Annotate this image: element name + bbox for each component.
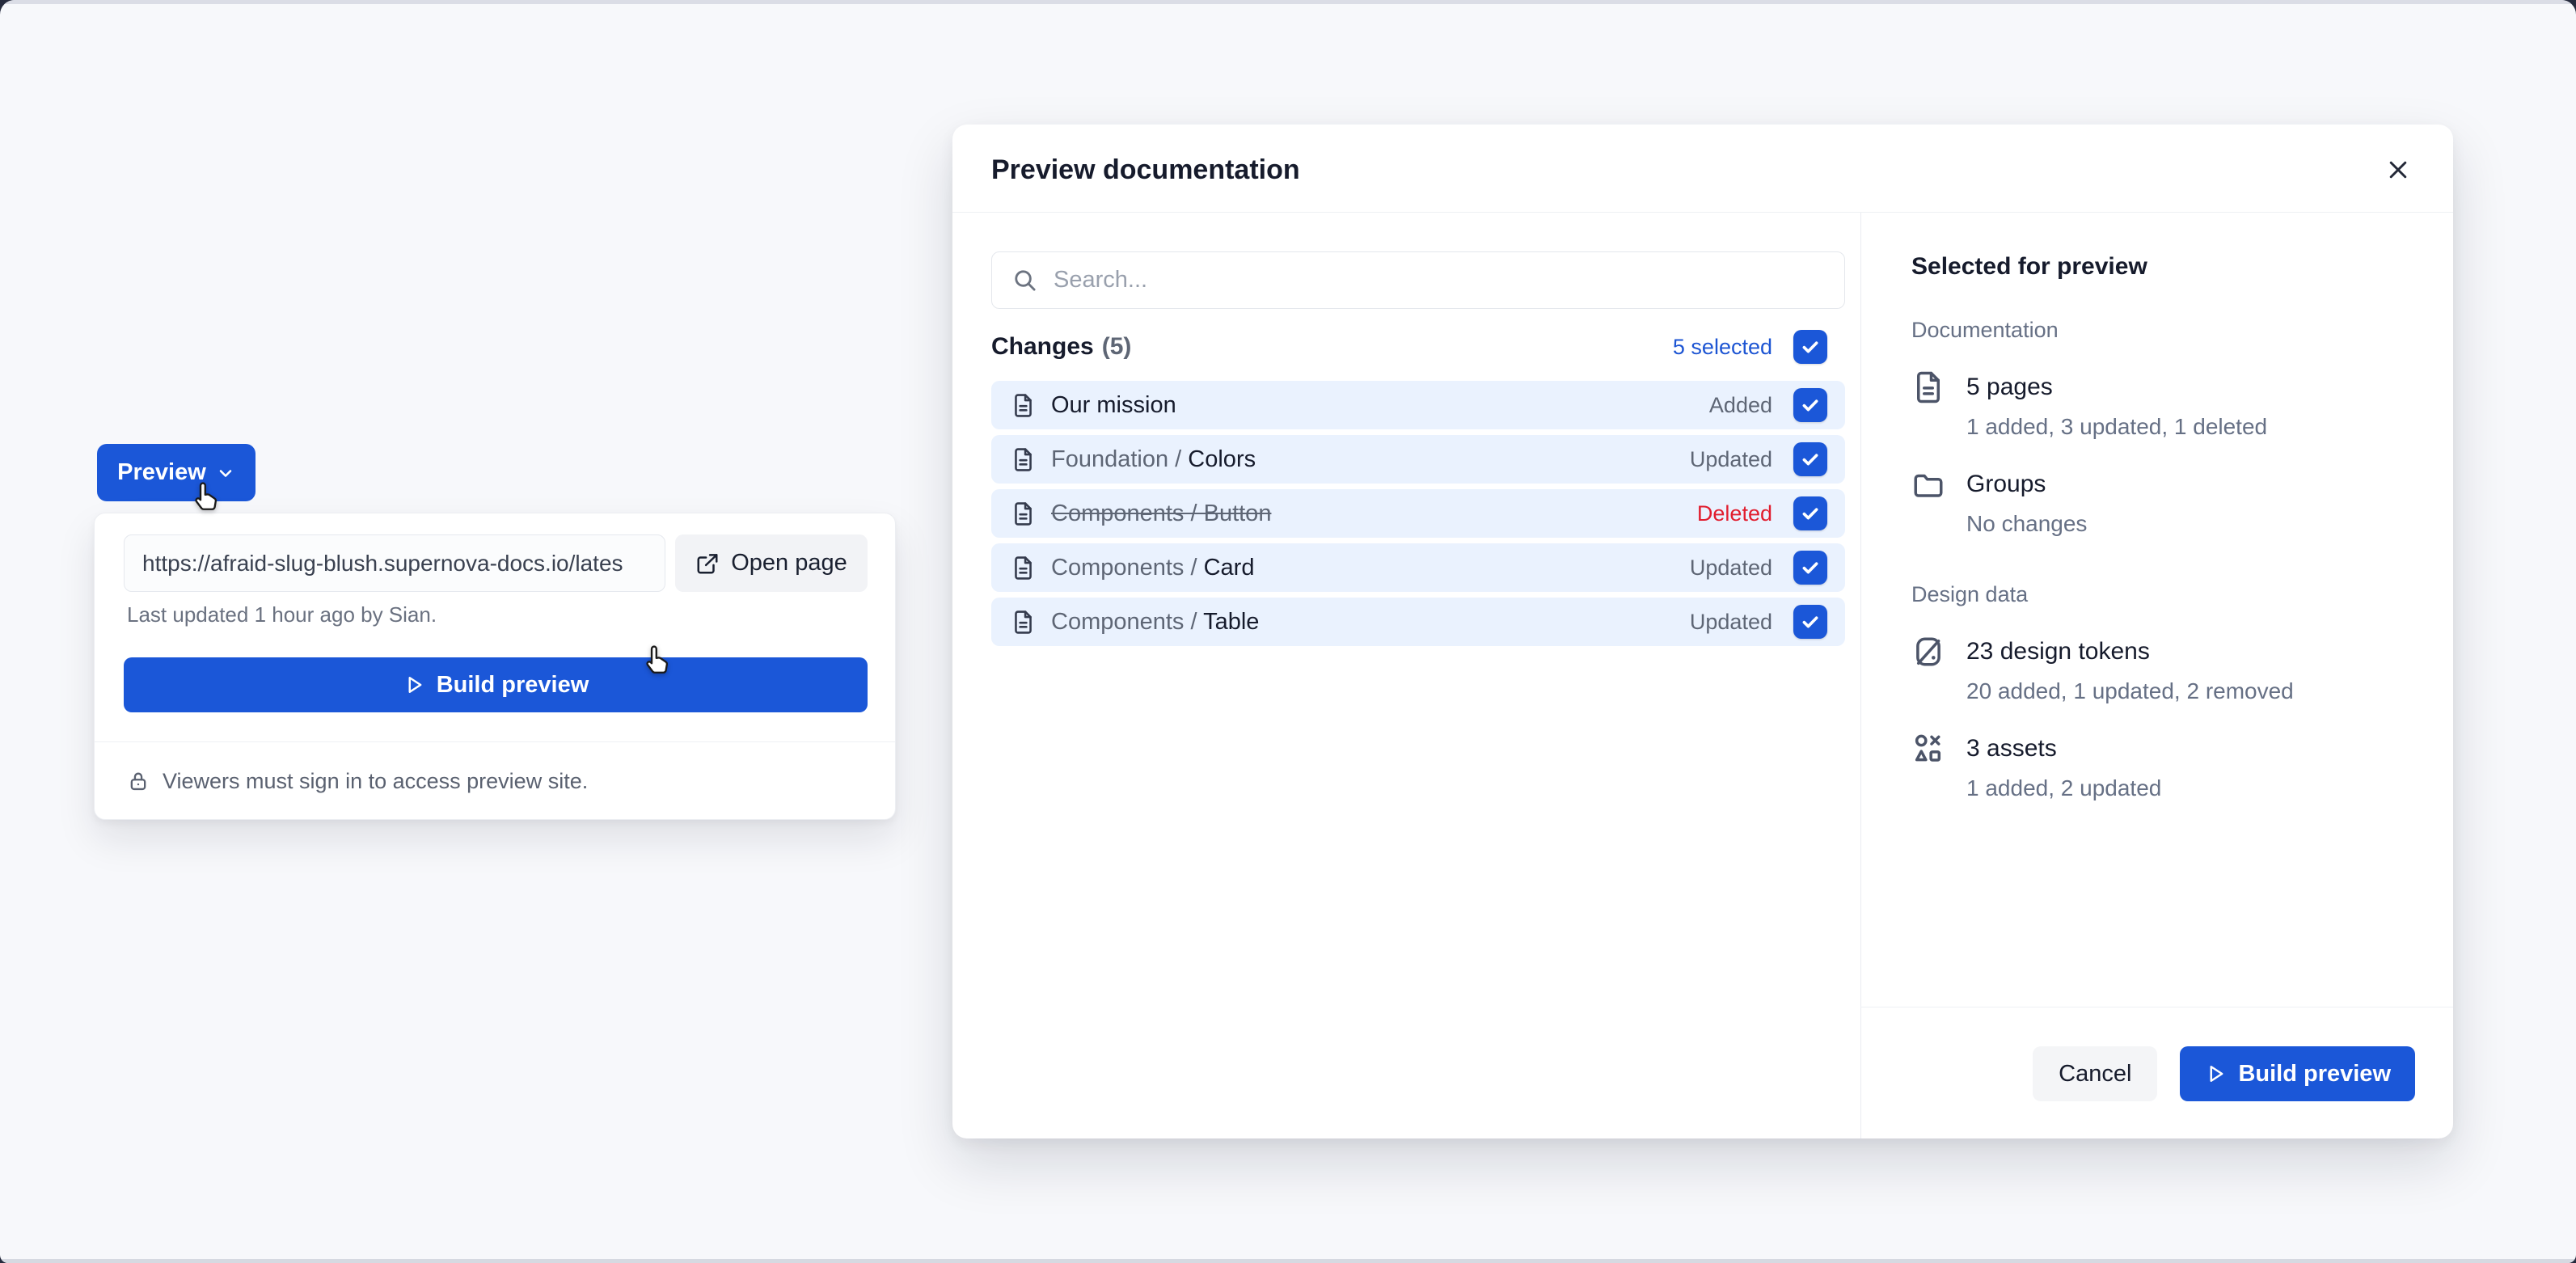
modal-vertical-divider [1860,213,1861,1138]
change-row[interactable]: Foundation / Colors Updated [991,435,1845,484]
change-status-badge: Added [1708,392,1772,417]
row-checkbox[interactable] [1793,442,1827,476]
changes-pane: Changes (5) 5 selected Our mission Added… [952,213,1860,1138]
check-icon [1802,399,1818,412]
popover-divider [95,741,895,742]
change-status-badge: Updated [1689,609,1772,634]
lock-icon [130,772,146,791]
page-name: Our mission [1051,391,1176,418]
select-all-checkbox[interactable] [1793,330,1827,364]
modal-header-divider [952,212,2453,213]
page-name: Card [1203,554,1255,581]
summary-item-pages: 5 pages 1 added, 3 updated, 1 deleted [1911,370,2418,440]
signin-note-text: Viewers must sign in to access preview s… [163,768,589,793]
open-page-button[interactable]: Open page [675,534,868,592]
preview-documentation-modal: Preview documentation Changes (5) 5 sele… [952,125,2453,1138]
changes-header: Changes (5) 5 selected [991,328,1845,365]
shapes-icon [1915,734,1941,762]
build-preview-button-popover[interactable]: Build preview [124,657,868,712]
check-icon [1802,341,1818,353]
section-label-design-data: Design data [1911,582,2029,606]
design-token-icon [1916,637,1940,666]
change-row[interactable]: Components / Card Updated [991,543,1845,592]
summary-item-assets: 3 assets 1 added, 2 updated [1911,732,2418,801]
check-icon [1802,616,1818,628]
external-link-icon [697,553,718,573]
file-text-icon [1015,610,1032,634]
page-name: Table [1203,608,1260,635]
change-status-badge: Updated [1689,555,1772,580]
file-text-icon [1015,447,1032,471]
chevron-down-icon [219,469,232,477]
file-text-icon [1015,393,1032,417]
summary-title: Selected for preview [1911,253,2147,280]
open-page-label: Open page [731,550,847,576]
build-preview-label: Build preview [2238,1060,2391,1087]
change-status-badge: Updated [1689,446,1772,471]
window-bottom-edge [0,1259,2576,1263]
close-icon [2389,161,2407,179]
search-icon [1015,270,1036,291]
last-updated-text: Last updated 1 hour ago by Sian. [127,602,437,627]
summary-item-subtitle: 20 added, 1 updated, 2 removed [1966,678,2294,703]
section-label-documentation: Documentation [1911,318,2059,342]
page-name: Colors [1188,446,1256,472]
summary-item-title: 5 pages [1966,374,2053,400]
change-row[interactable]: Components / Table Updated [991,598,1845,646]
file-text-icon [1917,371,1940,403]
selected-summary-panel: Selected for preview Documentation 5 pag… [1861,213,2453,1138]
summary-item-title: 23 design tokens [1966,638,2150,665]
change-status-badge: Deleted [1696,501,1772,526]
changes-list: Our mission Added Foundation / Colors Up… [991,381,1845,652]
preview-popover: Open page Last updated 1 hour ago by Sia… [94,513,896,820]
check-icon [1802,562,1818,574]
build-preview-button-footer[interactable]: Build preview [2180,1046,2415,1101]
preview-url-input[interactable] [124,534,665,592]
preview-button-label: Preview [117,459,206,485]
summary-item-subtitle: 1 added, 2 updated [1966,775,2162,800]
signin-note: Viewers must sign in to access preview s… [127,761,588,801]
file-text-icon [1015,501,1032,526]
search-field [991,251,1845,309]
summary-item-subtitle: No changes [1966,511,2088,536]
close-button[interactable] [2375,147,2421,192]
file-text-icon [1015,555,1032,580]
changes-title: Changes [991,333,1094,360]
check-icon [1802,454,1818,466]
page-path-prefix: Components / Button [1051,500,1272,526]
row-checkbox[interactable] [1793,605,1827,639]
row-checkbox[interactable] [1793,388,1827,422]
folder-icon [1914,474,1943,497]
modal-footer: Cancel Build preview [2033,1046,2415,1101]
selected-count-label: 5 selected [1672,334,1772,359]
summary-item-groups: Groups No changes [1911,467,2418,537]
row-checkbox[interactable] [1793,551,1827,585]
modal-title: Preview documentation [991,154,1300,185]
summary-item-tokens: 23 design tokens 20 added, 1 updated, 2 … [1911,635,2418,704]
page-path-prefix: Components / [1051,554,1204,581]
window-top-edge [0,0,2576,4]
check-icon [1802,508,1818,520]
changes-count: (5) [1101,333,1132,360]
preview-dropdown-button[interactable]: Preview [97,444,255,501]
cancel-button[interactable]: Cancel [2033,1046,2158,1101]
page-path-prefix: Components / [1051,608,1204,635]
play-icon [2210,1066,2223,1082]
change-row[interactable]: Components / Button Deleted [991,489,1845,538]
play-icon [408,677,422,693]
change-row[interactable]: Our mission Added [991,381,1845,429]
build-preview-label: Build preview [436,671,589,698]
page-path-prefix: Foundation / [1051,446,1189,472]
search-input[interactable] [991,251,1845,309]
summary-item-subtitle: 1 added, 3 updated, 1 deleted [1966,414,2268,439]
row-checkbox[interactable] [1793,496,1827,530]
summary-item-title: 3 assets [1966,735,2057,762]
summary-item-title: Groups [1966,471,2046,497]
